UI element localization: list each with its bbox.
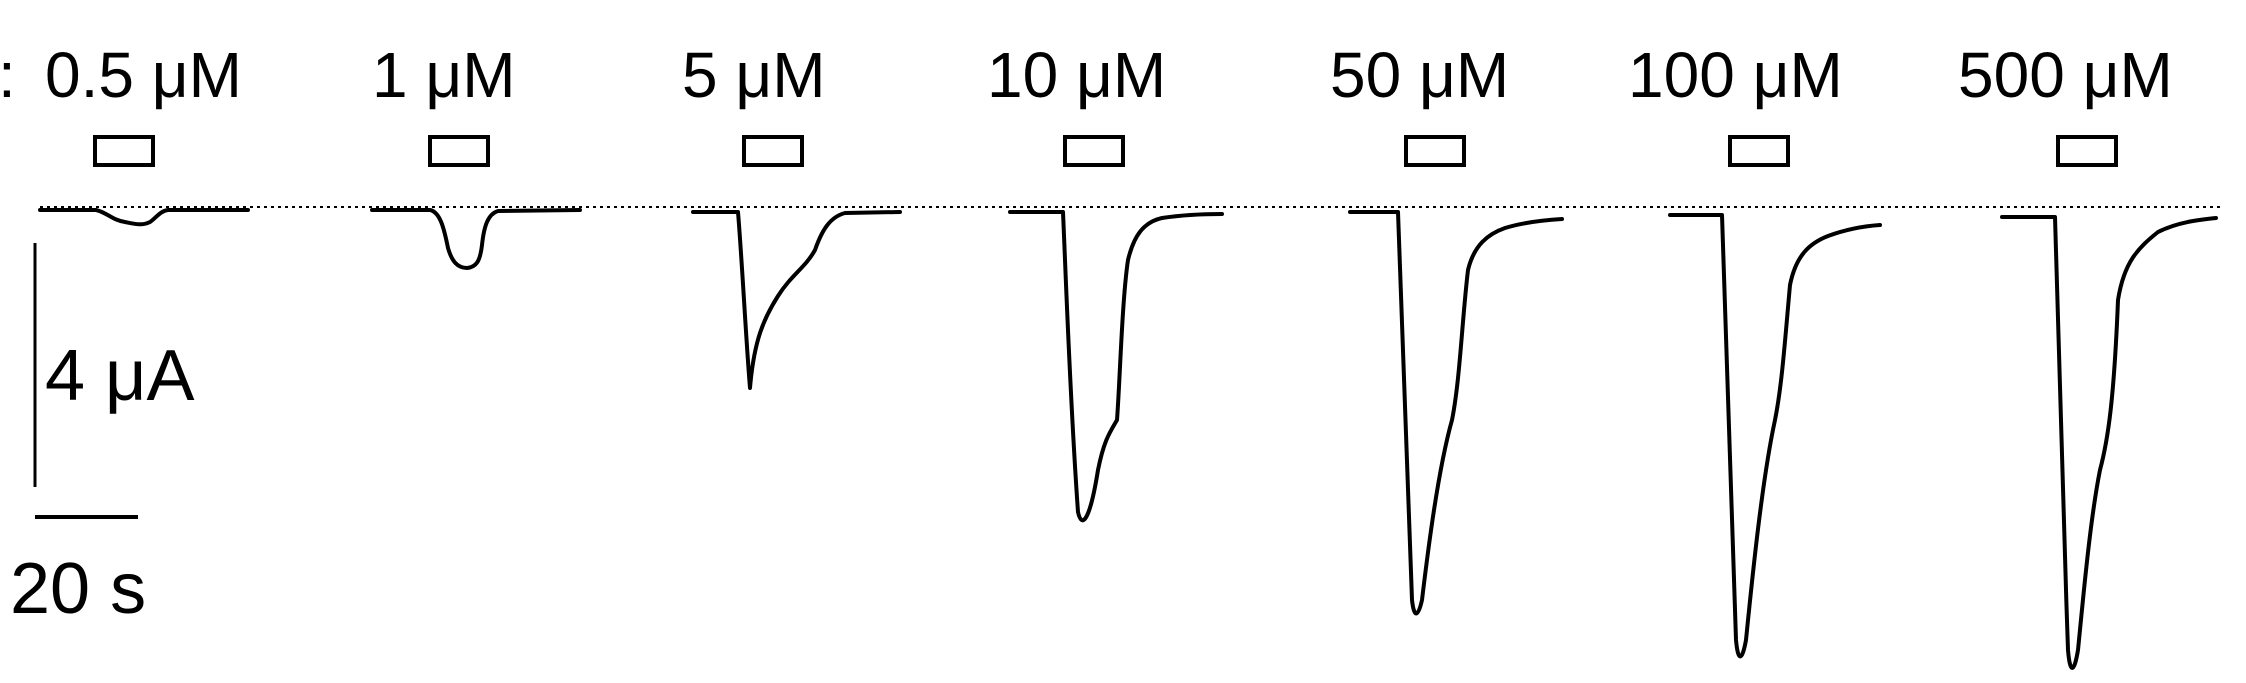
concentration-label: 50 μM [1330, 39, 1509, 111]
application-bar [93, 135, 155, 167]
application-bar [742, 135, 804, 167]
concentration-label: 10 μM [987, 39, 1166, 111]
current-scale-label: 4 μA [45, 336, 195, 416]
current-trace [2000, 215, 2218, 670]
application-bar [428, 135, 490, 167]
application-bar [2056, 135, 2118, 167]
current-trace [38, 208, 250, 227]
concentration-label: 5 μM [682, 39, 826, 111]
time-scale-label: 20 s [10, 549, 146, 629]
concentration-label: 0.5 μM [45, 39, 242, 111]
current-trace [1668, 213, 1882, 659]
application-bar [1728, 135, 1790, 167]
current-trace [691, 210, 902, 390]
current-trace [1348, 210, 1564, 616]
application-bar [1063, 135, 1125, 167]
current-trace [370, 208, 582, 270]
concentration-label: 1 μM [372, 39, 516, 111]
application-bar [1404, 135, 1466, 167]
leading-text: : [0, 39, 16, 111]
current-trace [1008, 210, 1224, 523]
concentration-label: 500 μM [1958, 39, 2173, 111]
concentration-label: 100 μM [1628, 39, 1843, 111]
